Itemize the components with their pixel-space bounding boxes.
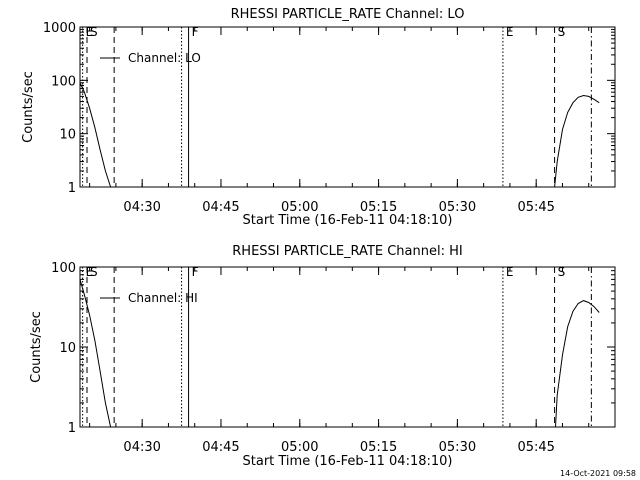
x-axis-label: Start Time (16-Feb-11 04:18:10)	[243, 213, 453, 228]
y-tick-label: 100	[51, 261, 76, 276]
x-tick-label: 05:45	[517, 200, 554, 215]
x-tick-label: 04:30	[123, 440, 160, 455]
x-tick-label: 04:45	[202, 200, 239, 215]
x-tick-label: 05:30	[439, 440, 476, 455]
series-line	[79, 279, 112, 428]
y-tick-label: 10	[59, 341, 76, 356]
marker-label: F	[192, 265, 199, 279]
x-tick-label: 05:15	[360, 440, 397, 455]
legend-label: Channel: LO	[128, 51, 201, 65]
y-tick-label: 1000	[43, 21, 76, 36]
marker-label: E	[86, 25, 94, 39]
x-tick-label: 04:45	[202, 440, 239, 455]
y-axis-label: Counts/sec	[21, 71, 36, 143]
series-line	[555, 300, 600, 428]
x-tick-label: 05:00	[281, 200, 318, 215]
series-line	[79, 82, 112, 188]
marker-label: E	[506, 265, 514, 279]
chart-panel-hi: RHESSI PARTICLE_RATE Channel: HI Start Ti…	[29, 244, 616, 469]
x-tick-label: 05:45	[517, 440, 554, 455]
y-tick-label: 1	[68, 421, 76, 436]
marker-label: S	[558, 265, 566, 279]
chart-title: RHESSI PARTICLE_RATE Channel: HI	[232, 244, 462, 259]
x-axis-label: Start Time (16-Feb-11 04:18:10)	[243, 454, 453, 469]
y-tick-label: 1	[68, 181, 76, 196]
chart-title: RHESSI PARTICLE_RATE Channel: LO	[231, 7, 465, 22]
x-tick-label: 05:30	[439, 200, 476, 215]
marker-label: S	[558, 25, 566, 39]
footer-timestamp: 14-Oct-2021 09:58	[560, 469, 636, 478]
x-tick-label: 05:15	[360, 200, 397, 215]
chart-panel-lo: RHESSI PARTICLE_RATE Channel: LO Start Ti…	[21, 7, 616, 228]
marker-label: E	[86, 265, 94, 279]
x-tick-label: 05:00	[281, 440, 318, 455]
y-tick-label: 10	[59, 128, 76, 143]
x-tick-label: 04:30	[123, 200, 160, 215]
marker-label: E	[506, 25, 514, 39]
plot-frame	[79, 26, 616, 188]
legend-label: Channel: HI	[128, 291, 198, 305]
y-axis-label: Counts/sec	[29, 311, 44, 383]
marker-label: F	[192, 25, 199, 39]
marker-label: S	[90, 25, 98, 39]
y-tick-label: 100	[51, 74, 76, 89]
marker-label: S	[90, 265, 98, 279]
series-line	[554, 94, 600, 188]
